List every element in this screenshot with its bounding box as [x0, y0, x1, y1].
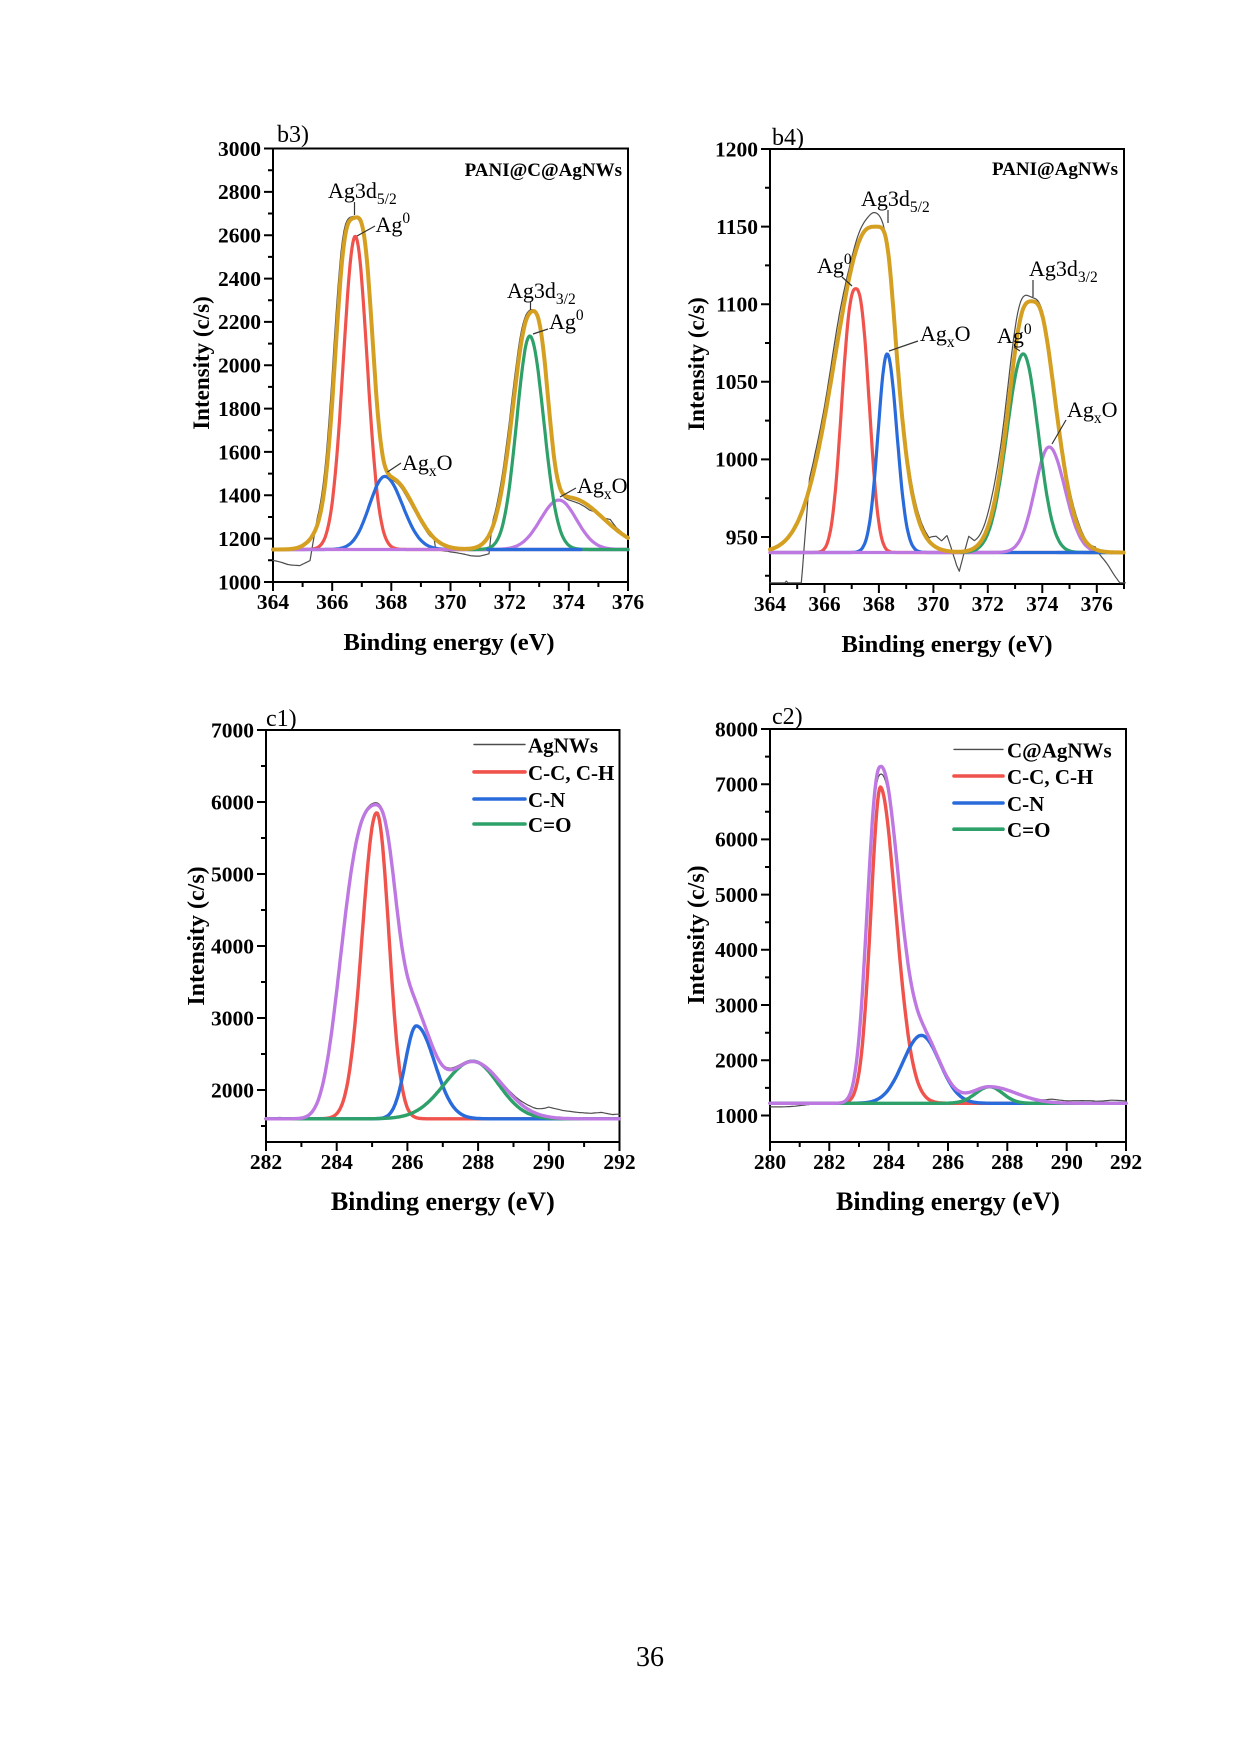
svg-text:AgxO: AgxO — [1067, 397, 1118, 427]
svg-text:PANI@AgNWs: PANI@AgNWs — [992, 159, 1118, 180]
svg-text:Ag3d5/2: Ag3d5/2 — [328, 178, 397, 208]
svg-text:2600: 2600 — [218, 224, 261, 248]
svg-text:6000: 6000 — [715, 828, 758, 852]
svg-text:366: 366 — [316, 590, 349, 614]
svg-text:b4): b4) — [772, 125, 804, 151]
svg-text:C=O: C=O — [528, 813, 571, 837]
svg-text:1000: 1000 — [715, 448, 758, 472]
svg-text:c1): c1) — [266, 706, 297, 732]
svg-text:1000: 1000 — [715, 1104, 758, 1128]
svg-text:Binding energy (eV): Binding energy (eV) — [344, 629, 555, 656]
svg-text:C=O: C=O — [1007, 818, 1050, 842]
svg-text:368: 368 — [863, 592, 896, 616]
svg-text:1600: 1600 — [218, 440, 261, 464]
svg-text:Ag0: Ag0 — [376, 210, 411, 237]
svg-text:950: 950 — [726, 525, 758, 549]
svg-text:280: 280 — [754, 1150, 786, 1174]
svg-text:284: 284 — [873, 1150, 906, 1174]
svg-text:Ag0: Ag0 — [549, 307, 584, 334]
svg-text:C-N: C-N — [528, 788, 565, 812]
svg-text:C-N: C-N — [1007, 792, 1044, 816]
svg-text:5000: 5000 — [715, 883, 758, 907]
svg-text:6000: 6000 — [211, 790, 254, 814]
svg-text:368: 368 — [375, 590, 408, 614]
svg-text:AgNWs: AgNWs — [528, 734, 598, 758]
svg-text:290: 290 — [1051, 1150, 1083, 1174]
svg-text:1050: 1050 — [715, 370, 758, 394]
svg-text:Intensity (c/s): Intensity (c/s) — [184, 866, 210, 1005]
svg-text:4000: 4000 — [211, 934, 254, 958]
svg-text:284: 284 — [321, 1150, 354, 1174]
svg-text:5000: 5000 — [211, 862, 254, 886]
svg-text:1400: 1400 — [218, 484, 261, 508]
svg-text:Intensity (c/s): Intensity (c/s) — [189, 296, 214, 430]
svg-text:2000: 2000 — [211, 1078, 254, 1102]
svg-text:b3): b3) — [277, 122, 309, 148]
svg-text:AgxO: AgxO — [402, 450, 453, 480]
svg-text:376: 376 — [612, 590, 645, 614]
svg-text:374: 374 — [553, 590, 586, 614]
svg-text:1200: 1200 — [715, 137, 758, 161]
svg-text:36: 36 — [636, 1642, 664, 1673]
svg-text:Ag3d3/2: Ag3d3/2 — [1029, 256, 1098, 286]
svg-text:2000: 2000 — [715, 1049, 758, 1073]
svg-text:c2): c2) — [772, 704, 803, 730]
svg-text:AgxO: AgxO — [577, 473, 628, 503]
svg-text:288: 288 — [462, 1150, 495, 1174]
svg-text:AgxO: AgxO — [920, 321, 971, 351]
svg-text:288: 288 — [991, 1150, 1024, 1174]
svg-text:374: 374 — [1026, 592, 1059, 616]
svg-text:1000: 1000 — [218, 570, 261, 594]
svg-text:370: 370 — [917, 592, 949, 616]
svg-text:7000: 7000 — [211, 718, 254, 742]
svg-text:372: 372 — [972, 592, 1004, 616]
svg-text:Ag3d5/2: Ag3d5/2 — [861, 186, 930, 216]
svg-text:4000: 4000 — [715, 938, 758, 962]
svg-text:286: 286 — [391, 1150, 424, 1174]
svg-text:2400: 2400 — [218, 267, 261, 291]
svg-text:1800: 1800 — [218, 397, 261, 421]
svg-text:2200: 2200 — [218, 310, 261, 334]
svg-text:C-C, C-H: C-C, C-H — [528, 761, 614, 785]
svg-text:PANI@C@AgNWs: PANI@C@AgNWs — [465, 160, 622, 181]
svg-text:Binding energy (eV): Binding energy (eV) — [836, 1187, 1060, 1216]
svg-text:364: 364 — [754, 592, 787, 616]
svg-text:286: 286 — [932, 1150, 965, 1174]
svg-text:Intensity (c/s): Intensity (c/s) — [684, 865, 710, 1004]
svg-text:Ag3d3/2: Ag3d3/2 — [507, 278, 576, 308]
svg-text:Ag0: Ag0 — [817, 251, 852, 278]
svg-text:Binding energy (eV): Binding energy (eV) — [842, 631, 1053, 658]
svg-text:282: 282 — [813, 1150, 845, 1174]
svg-text:3000: 3000 — [211, 1006, 254, 1030]
svg-text:2000: 2000 — [218, 354, 261, 378]
svg-text:1150: 1150 — [716, 215, 758, 239]
svg-text:372: 372 — [494, 590, 526, 614]
svg-text:Binding energy (eV): Binding energy (eV) — [331, 1187, 555, 1216]
svg-text:8000: 8000 — [715, 717, 758, 741]
svg-text:2800: 2800 — [218, 180, 261, 204]
svg-text:C@AgNWs: C@AgNWs — [1007, 738, 1112, 762]
svg-text:3000: 3000 — [715, 993, 758, 1017]
svg-text:Intensity (c/s): Intensity (c/s) — [684, 297, 709, 431]
svg-text:Ag0: Ag0 — [997, 321, 1032, 348]
svg-text:364: 364 — [257, 590, 290, 614]
svg-text:1200: 1200 — [218, 527, 261, 551]
svg-text:292: 292 — [603, 1150, 635, 1174]
svg-text:7000: 7000 — [715, 773, 758, 797]
svg-text:1100: 1100 — [716, 293, 758, 317]
svg-text:376: 376 — [1081, 592, 1114, 616]
svg-text:282: 282 — [250, 1150, 282, 1174]
svg-text:366: 366 — [808, 592, 841, 616]
svg-text:3000: 3000 — [218, 137, 261, 161]
svg-text:C-C, C-H: C-C, C-H — [1007, 765, 1093, 789]
svg-text:292: 292 — [1110, 1150, 1142, 1174]
svg-text:370: 370 — [434, 590, 466, 614]
svg-text:290: 290 — [533, 1150, 565, 1174]
